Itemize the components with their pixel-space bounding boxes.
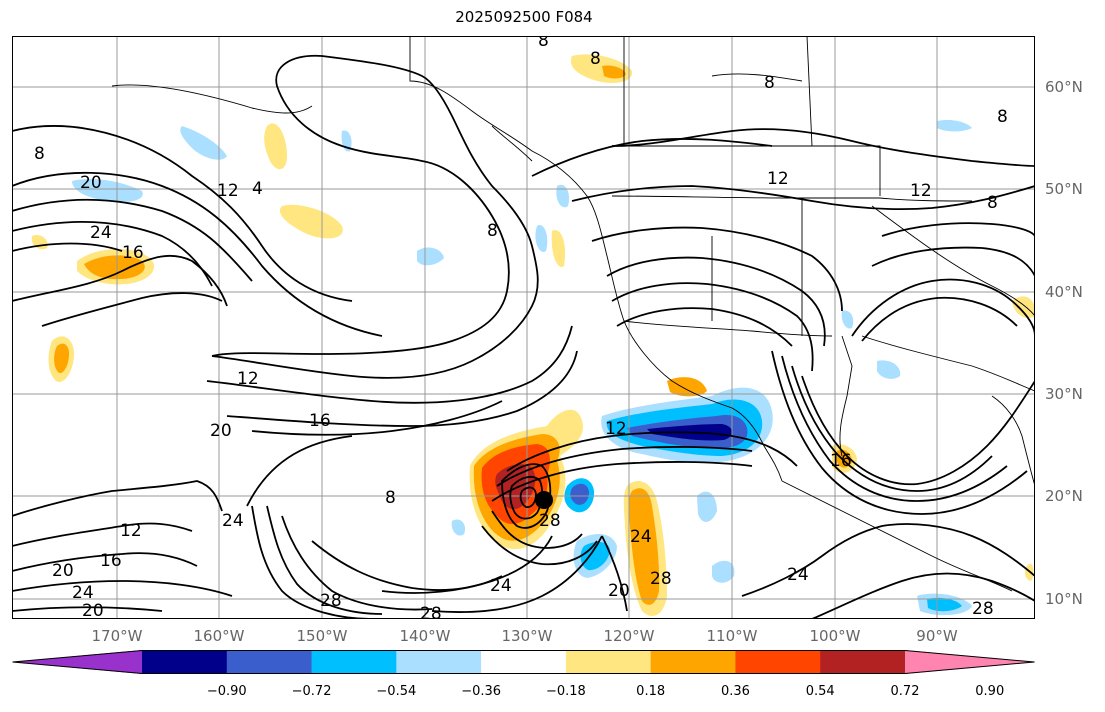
contour-label: 12: [910, 181, 932, 201]
contour-label: 24: [630, 527, 652, 547]
contour-label: 20: [80, 173, 102, 193]
lon-label-100w: 100°W: [809, 627, 861, 645]
contour-label: 20: [210, 421, 232, 441]
contour-label: 8: [590, 49, 601, 69]
contour-label: 28: [972, 599, 994, 619]
colorbar-tick-label: −0.36: [461, 684, 502, 699]
lat-label-10n: 10°N: [1045, 590, 1083, 608]
map-frame: [12, 36, 1035, 619]
contour-label: 8: [538, 36, 549, 51]
colorbar-tick-label: −0.18: [545, 684, 586, 699]
lon-label-130w: 130°W: [501, 627, 553, 645]
contour-label: 24: [787, 565, 809, 585]
lon-label-110w: 110°W: [706, 627, 758, 645]
contour-label: 8: [764, 73, 775, 93]
contour-label: 16: [830, 451, 852, 471]
contour-label: 12: [120, 521, 142, 541]
lon-label-170w: 170°W: [91, 627, 143, 645]
colorbar-segment: [226, 650, 313, 674]
map-title: 2025092500 F084: [455, 8, 593, 26]
colorbar: [12, 650, 1035, 674]
lon-label-120w: 120°W: [603, 627, 655, 645]
map-canvas[interactable]: 8 8 8 8 8 8 20 24 16 12 4 12 12 8 12 16 …: [12, 36, 1035, 619]
lat-label-20n: 20°N: [1045, 487, 1083, 505]
contour-label: 20: [82, 601, 104, 619]
contour-label: 8: [385, 488, 396, 508]
colorbar-segment: [142, 650, 228, 674]
colorbar-segment: [820, 650, 906, 674]
contour-label: 28: [539, 511, 561, 531]
contour-label: 12: [767, 169, 789, 189]
colorbar-tick-label: −0.54: [376, 684, 417, 699]
contour-label: 24: [222, 511, 244, 531]
contour-label: 4: [252, 179, 263, 199]
contour-label: 24: [490, 576, 512, 596]
contour-label-group: 8 8 8 8 8 8 20 24 16 12 4 12 12 8 12 16 …: [34, 36, 1008, 619]
contour-label: 28: [420, 604, 442, 619]
storm-center-marker: [535, 491, 553, 509]
colorbar-tick-label: 0.36: [720, 684, 750, 699]
contour-lines: [12, 54, 1035, 619]
colorbar-extend-high: [905, 650, 1035, 674]
lat-label-50n: 50°N: [1045, 180, 1083, 198]
graticule: [12, 36, 1035, 619]
colorbar-tick-label: 0.54: [805, 684, 835, 699]
map-panel[interactable]: 8 8 8 8 8 8 20 24 16 12 4 12 12 8 12 16 …: [12, 36, 1035, 619]
contour-label: 8: [487, 221, 498, 241]
contour-label: 16: [309, 411, 331, 431]
coastlines-and-borders: [111, 36, 1035, 592]
contour-label: 20: [608, 581, 630, 601]
contour-label: 8: [34, 144, 45, 164]
colorbar-segment: [481, 650, 567, 674]
lat-label-40n: 40°N: [1045, 283, 1083, 301]
lon-label-160w: 160°W: [193, 627, 245, 645]
contour-label: 24: [90, 223, 112, 243]
contour-label: 12: [217, 181, 239, 201]
contour-label: 16: [122, 243, 144, 263]
lat-label-60n: 60°N: [1045, 78, 1083, 96]
contour-label: 12: [605, 419, 627, 439]
contour-label: 24: [72, 583, 94, 603]
lat-label-30n: 30°N: [1045, 385, 1083, 403]
colorbar-segment: [735, 650, 821, 674]
contour-label: 16: [100, 551, 122, 571]
colorbar-segment: [311, 650, 397, 674]
colorbar-outline: [12, 650, 1035, 674]
colorbar-tick-label: −0.90: [206, 684, 247, 699]
colorbar-tick-label: 0.72: [890, 684, 920, 699]
colorbar-extend-low: [12, 650, 142, 674]
colorbar-tick-label: 0.18: [636, 684, 666, 699]
contour-label: 20: [52, 561, 74, 581]
lon-label-150w: 150°W: [296, 627, 348, 645]
contour-label: 12: [237, 369, 259, 389]
contour-label: 28: [320, 591, 342, 611]
contour-label: 28: [650, 569, 672, 589]
contour-label: 8: [987, 193, 998, 213]
colorbar-segment: [565, 650, 652, 674]
colorbar-segments: [12, 650, 1035, 674]
colorbar-segment: [396, 650, 482, 674]
colorbar-tick-label: 0.90: [975, 684, 1005, 699]
colorbar-tick-label: −0.72: [291, 684, 332, 699]
lon-label-140w: 140°W: [399, 627, 451, 645]
lon-label-90w: 90°W: [916, 627, 958, 645]
colorbar-segment: [650, 650, 736, 674]
contour-label: 8: [997, 107, 1008, 127]
